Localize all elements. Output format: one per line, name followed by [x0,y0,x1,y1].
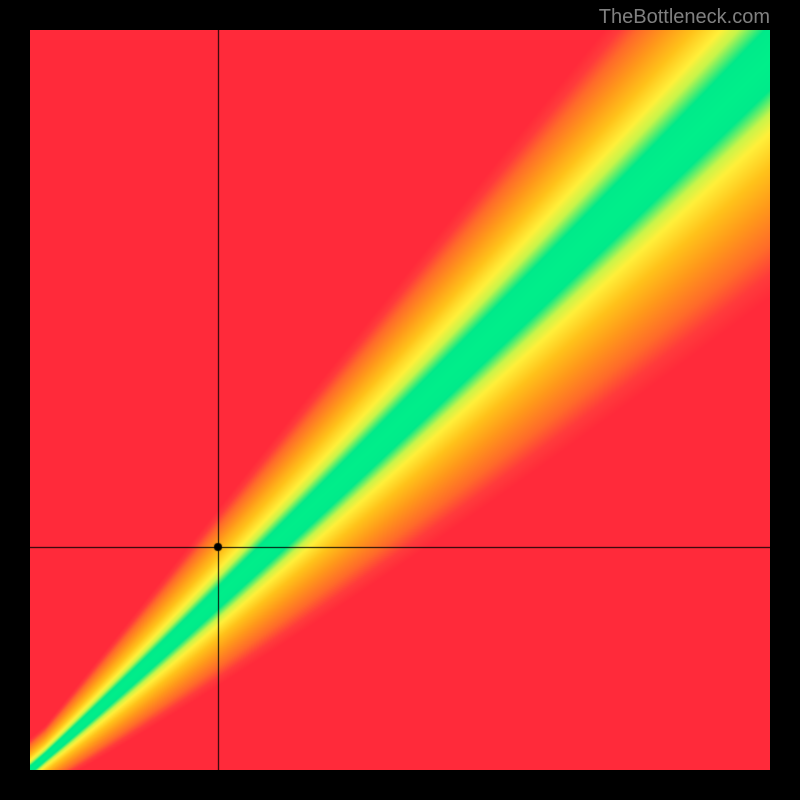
watermark-text: TheBottleneck.com [599,6,770,29]
chart-container: TheBottleneck.com [0,0,800,800]
heatmap-canvas [30,30,770,770]
heatmap-plot [30,30,770,770]
